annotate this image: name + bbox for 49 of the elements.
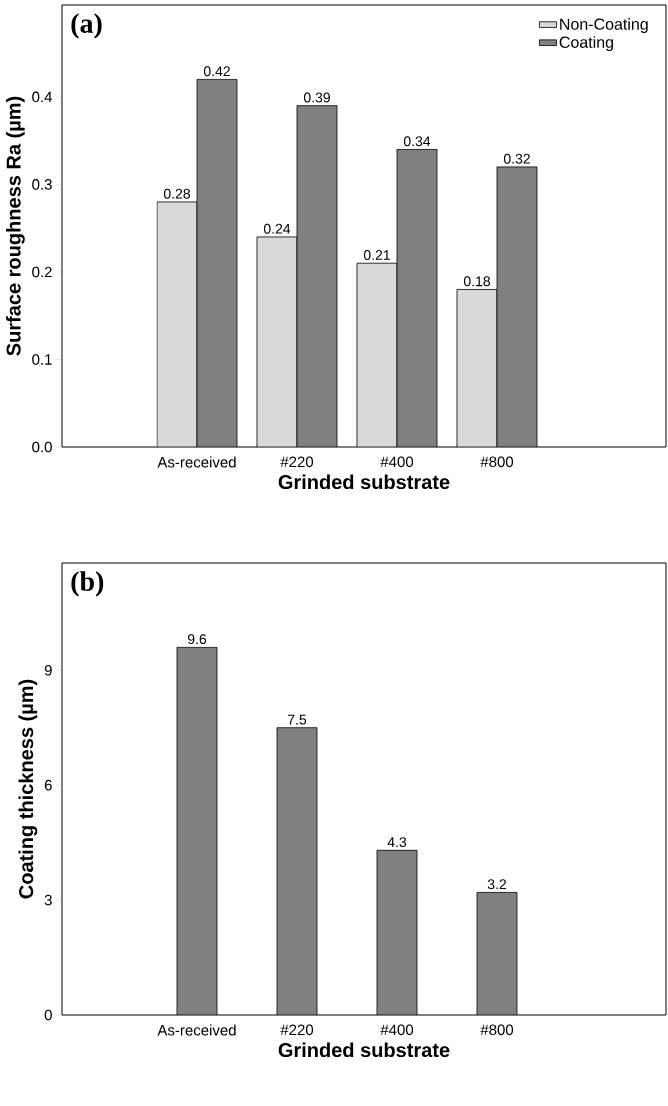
y-tick-label: 0 — [44, 1009, 52, 1021]
y-tick-label: 0.2 — [32, 266, 52, 278]
data-label: 3.2 — [487, 879, 507, 890]
bar — [456, 289, 498, 448]
data-label: 9.6 — [187, 634, 207, 645]
data-label: 7.5 — [287, 714, 307, 725]
data-label: 0.32 — [503, 153, 530, 164]
bar — [357, 263, 397, 448]
data-label: 4.3 — [387, 837, 407, 848]
bar — [276, 727, 318, 1016]
x-tick-label: #400 — [380, 1024, 414, 1036]
x-axis-title: Grinded substrate — [278, 474, 450, 490]
data-label: 0.39 — [303, 92, 330, 103]
y-tick-label: 0.1 — [32, 354, 52, 365]
x-tick-label: #800 — [480, 456, 514, 468]
data-label: 0.24 — [263, 223, 291, 234]
x-axis-title: Grinded substrate — [278, 1042, 450, 1058]
legend-label: Non-Coating — [560, 18, 648, 33]
bar — [496, 166, 538, 448]
chart-title: (a) — [71, 13, 102, 39]
x-tick-label: As-received — [157, 1024, 236, 1036]
data-label: 0.21 — [363, 250, 390, 261]
y-tick-label: 9 — [44, 664, 52, 676]
y-tick-label: 0.0 — [32, 441, 52, 453]
bar — [376, 849, 418, 1016]
x-tick-label: #400 — [380, 456, 414, 468]
y-tick-label: 6 — [44, 779, 52, 791]
bar — [157, 201, 197, 448]
chart-title: (b) — [71, 571, 104, 597]
bar — [257, 236, 297, 448]
data-label: 0.18 — [463, 276, 491, 287]
y-tick-label: 3 — [44, 894, 52, 906]
x-tick-label: As-received — [157, 456, 236, 468]
bar — [476, 892, 518, 1016]
y-axis-title: Coating thickness (µm) — [18, 679, 38, 899]
x-tick-label: #800 — [480, 1024, 514, 1036]
data-label: 0.42 — [203, 66, 230, 77]
bar — [397, 149, 437, 448]
legend-label: Coating — [559, 36, 613, 52]
bar — [297, 105, 337, 448]
bar — [197, 79, 237, 448]
x-tick-label: #220 — [280, 456, 314, 468]
x-tick-label: #220 — [280, 1024, 314, 1036]
data-label: 0.34 — [403, 136, 431, 147]
y-axis-title: Surface roughness Ra (µm) — [6, 96, 25, 356]
data-label: 0.28 — [163, 188, 191, 199]
bar — [176, 646, 218, 1016]
y-tick-label: 0.3 — [32, 179, 52, 190]
y-tick-label: 0.4 — [32, 91, 53, 103]
